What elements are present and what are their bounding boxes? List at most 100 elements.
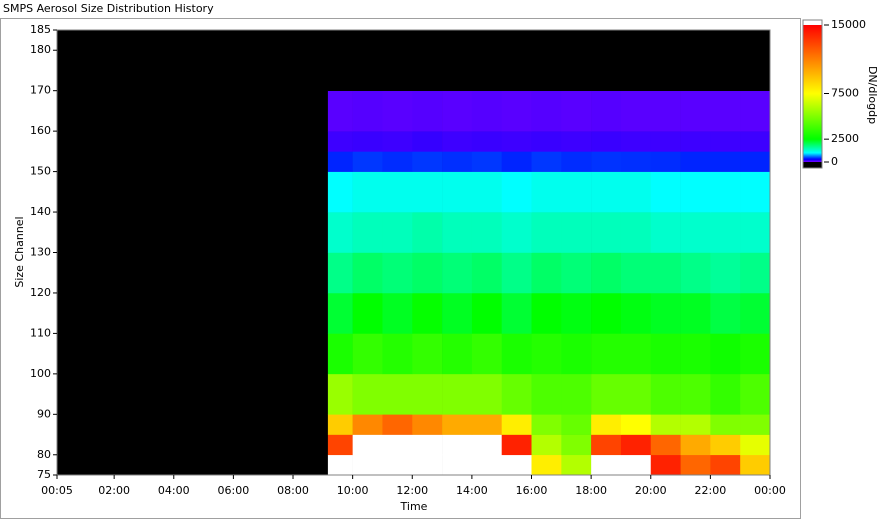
heat-cell [591, 171, 622, 213]
heat-cell [352, 454, 383, 476]
heat-cell [412, 131, 443, 152]
heat-cell [501, 414, 532, 435]
x-axis-title: Time [400, 500, 428, 513]
heat-cell [501, 90, 532, 132]
colorbar-tick-label: 7500 [831, 87, 859, 100]
heat-cell [591, 333, 622, 375]
heat-cell [531, 454, 562, 476]
heat-cell [710, 454, 741, 476]
heat-cell [591, 151, 622, 172]
heat-cell [650, 292, 681, 334]
heat-cell [591, 252, 622, 294]
colorbar-below [803, 162, 822, 168]
colorbar-tick-label: 2500 [831, 132, 859, 145]
heat-cell [591, 373, 622, 415]
heat-cell [710, 292, 741, 334]
heat-cell [412, 454, 443, 476]
heat-cell [680, 333, 711, 375]
heat-cell [650, 252, 681, 294]
heat-cell [680, 252, 711, 294]
colorbar-tick-label: 0 [831, 155, 838, 168]
heat-cell [327, 292, 353, 334]
heat-cell [620, 373, 652, 415]
heat-cell [591, 292, 622, 334]
heat-cell [327, 171, 353, 213]
heat-cell [710, 333, 741, 375]
heat-cell [382, 414, 413, 435]
heat-cell [740, 292, 771, 334]
heat-cell [352, 90, 383, 132]
heat-cell [412, 90, 443, 132]
heat-cell [382, 90, 413, 132]
heat-cell [327, 414, 353, 435]
heat-cell [740, 30, 771, 91]
heat-cell [442, 434, 473, 456]
colorbar-above [803, 20, 822, 25]
heat-cell [531, 131, 562, 152]
heat-cell [442, 333, 473, 375]
heat-cell [412, 30, 443, 91]
heat-cell [471, 151, 502, 172]
heat-cell [352, 151, 383, 172]
heat-cell [710, 151, 741, 172]
y-tick-label: 160 [30, 124, 51, 137]
heat-cell [442, 212, 473, 253]
heat-cell [501, 454, 532, 476]
heat-cell [561, 333, 592, 375]
heat-cell [591, 454, 622, 476]
chart-title: SMPS Aerosol Size Distribution History [3, 2, 214, 15]
heat-cell [501, 292, 532, 334]
heat-cell [740, 90, 771, 132]
heat-cell [531, 151, 562, 172]
heat-cell [442, 171, 473, 213]
heat-cell [352, 414, 383, 435]
heat-cell [501, 434, 532, 456]
colorbar-title: DN/dlogdp [866, 66, 879, 124]
heat-cell [382, 30, 413, 91]
heat-cell [442, 151, 473, 172]
heat-cell [531, 252, 562, 294]
heat-cell [442, 252, 473, 294]
heat-cell [471, 212, 502, 253]
heat-cell [471, 90, 502, 132]
heat-cell [561, 414, 592, 435]
heat-cell [740, 434, 771, 456]
heat-cell [531, 171, 562, 213]
heat-cell [620, 292, 652, 334]
heat-cell [620, 252, 652, 294]
heat-cell [710, 131, 741, 152]
heat-cell [591, 414, 622, 435]
heat-cell [352, 292, 383, 334]
heat-cell [382, 151, 413, 172]
heat-cell [561, 252, 592, 294]
heat-cell [471, 131, 502, 152]
heat-cell [740, 131, 771, 152]
heat-cell [531, 292, 562, 334]
heat-cell [382, 454, 413, 476]
heat-cell [680, 212, 711, 253]
heat-cell [352, 434, 383, 456]
heat-cell [471, 373, 502, 415]
heat-cell [442, 30, 473, 91]
heat-cell [531, 333, 562, 375]
x-tick-label: 04:00 [158, 484, 190, 497]
heat-cell [327, 434, 353, 456]
heat-cell [561, 454, 592, 476]
heat-cell [591, 212, 622, 253]
heat-cell [620, 90, 652, 132]
heat-cell [442, 131, 473, 152]
heat-cell [710, 434, 741, 456]
heat-cell [327, 30, 353, 91]
heat-cell [352, 333, 383, 375]
heat-cell [382, 131, 413, 152]
heat-cell [620, 171, 652, 213]
heat-cell [412, 292, 443, 334]
heat-cell [620, 151, 652, 172]
heat-cell [561, 212, 592, 253]
heat-cell [327, 454, 353, 476]
heat-cell [352, 373, 383, 415]
x-tick-label: 20:00 [635, 484, 667, 497]
heat-cell [412, 151, 443, 172]
heat-cell [680, 373, 711, 415]
y-tick-label: 100 [30, 367, 51, 380]
